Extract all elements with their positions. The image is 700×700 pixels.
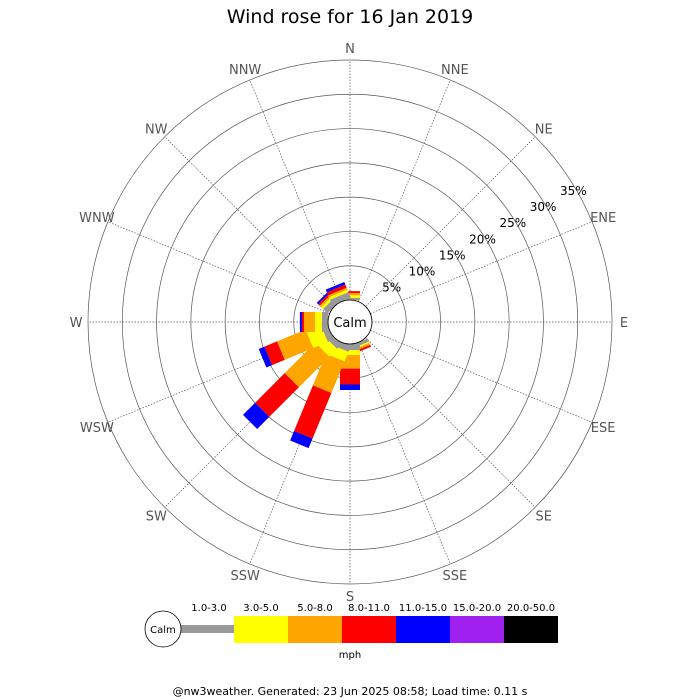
bar-w-bin-0 [321, 312, 328, 332]
ring-labels-layer: 5% 10%15%20%25% 30%35% [382, 184, 586, 295]
spoke-ese [370, 330, 593, 423]
legend-bin-label-0: 1.0-3.0 [191, 603, 226, 614]
footer-text: @nw3weather. Generated: 23 Jun 2025 08:5… [172, 685, 528, 698]
spoke-nnw [249, 79, 342, 302]
legend-swatch-5 [450, 616, 504, 643]
bar-w-bin-2 [304, 312, 315, 332]
direction-label-n: N [345, 42, 355, 57]
spoke-se [365, 337, 536, 508]
bar-sw-bin-3 [255, 373, 299, 417]
bar-nnw-bin-0 [329, 292, 351, 306]
ring-30 [121, 93, 579, 551]
ring-20 [190, 162, 510, 482]
direction-label-nw: NW [145, 122, 168, 137]
direction-label-s: S [346, 590, 354, 605]
bar-nnw-bin-3 [326, 284, 347, 296]
direction-label-sw: SW [146, 510, 167, 525]
bar-w-bin-4 [299, 312, 302, 332]
legend-bin-label-2: 5.0-8.0 [297, 603, 332, 614]
ring-label-5pct: 5% [382, 281, 401, 295]
bars-layer [243, 282, 372, 449]
direction-label-wsw: WSW [80, 421, 114, 436]
legend-layer: Calm 1.0-3.0 3.0-5.0 5.0-8.0 8.0-11.0 11.0-15… [144, 603, 558, 661]
legend-bin-label-3: 8.0-11.0 [348, 603, 390, 614]
bar-s-bin-4 [340, 384, 360, 390]
ring-label-25pct: 25% [499, 216, 526, 230]
direction-label-sse: SSE [442, 569, 467, 584]
legend-swatch-3 [342, 616, 396, 643]
bar-w-bin-3 [301, 312, 304, 332]
legend-bin-label-4: 11.0-15.0 [399, 603, 447, 614]
spoke-nw [164, 136, 335, 307]
direction-label-ene: ENE [590, 211, 616, 226]
bar-wsw-bin-2 [277, 329, 314, 360]
legend-bin-label-1: 3.0-5.0 [243, 603, 278, 614]
direction-label-nne: NNE [441, 63, 469, 78]
bar-s-bin-3 [340, 368, 360, 385]
spoke-nne [358, 79, 451, 302]
bar-nnw-bin-4 [325, 282, 346, 293]
legend-swatch-2 [288, 616, 342, 643]
bar-wsw-bin-4 [258, 346, 273, 368]
ring-10 [259, 231, 441, 413]
bar-ssw-bin-4 [290, 430, 313, 449]
bar-wsw-bin-3 [264, 341, 285, 366]
calm-circle [327, 299, 373, 345]
direction-label-wnw: WNW [79, 211, 115, 226]
ring-label-35pct: 35% [560, 184, 587, 198]
direction-label-se: SE [536, 510, 552, 525]
spoke-sse [358, 342, 451, 565]
legend-swatch-1 [234, 616, 288, 643]
ring-label-15pct: 15% [439, 248, 466, 262]
direction-label-e: E [620, 316, 628, 331]
ring-label-20pct: 20% [469, 232, 496, 246]
legend-swatch-6 [504, 616, 558, 643]
calm-layer: Calm [327, 299, 373, 345]
legend-swatch-4 [396, 616, 450, 643]
calm-label: Calm [333, 316, 366, 331]
legend-unit-label: mph [339, 650, 361, 661]
bar-ssw-bin-2 [312, 353, 345, 394]
bar-sw-bin-2 [284, 342, 330, 388]
bar-sw-bin-4 [243, 402, 270, 429]
legend-bin-label-5: 15.0-20.0 [453, 603, 501, 614]
spoke-ene [370, 221, 593, 314]
legend-calm-circle [144, 610, 182, 648]
direction-label-w: W [70, 316, 83, 331]
bar-w-bin-1 [314, 312, 322, 332]
bar-nnw-bin-2 [328, 287, 348, 298]
direction-label-ssw: SSW [230, 569, 260, 584]
direction-label-ese: ESE [591, 421, 616, 436]
ring-label-30pct: 30% [530, 200, 557, 214]
ring-label-10pct: 10% [409, 264, 436, 278]
bar-nnw-bin-1 [328, 289, 349, 300]
direction-labels-layer: N NNE NE ENE E ESE SE SSE S SSW SW WSW W WNW NW NNW [70, 42, 629, 605]
legend-bin-label-6: 20.0-50.0 [507, 603, 555, 614]
spoke-wnw [107, 221, 330, 314]
bar-ssw-bin-3 [294, 385, 332, 439]
spoke-ne [365, 136, 536, 307]
direction-label-nnw: NNW [229, 63, 261, 78]
ring-35 [87, 59, 613, 585]
legend-calm-label: Calm [150, 625, 176, 636]
chart-title: Wind rose for 16 Jan 2019 [226, 6, 474, 28]
direction-label-ne: NE [535, 122, 553, 137]
